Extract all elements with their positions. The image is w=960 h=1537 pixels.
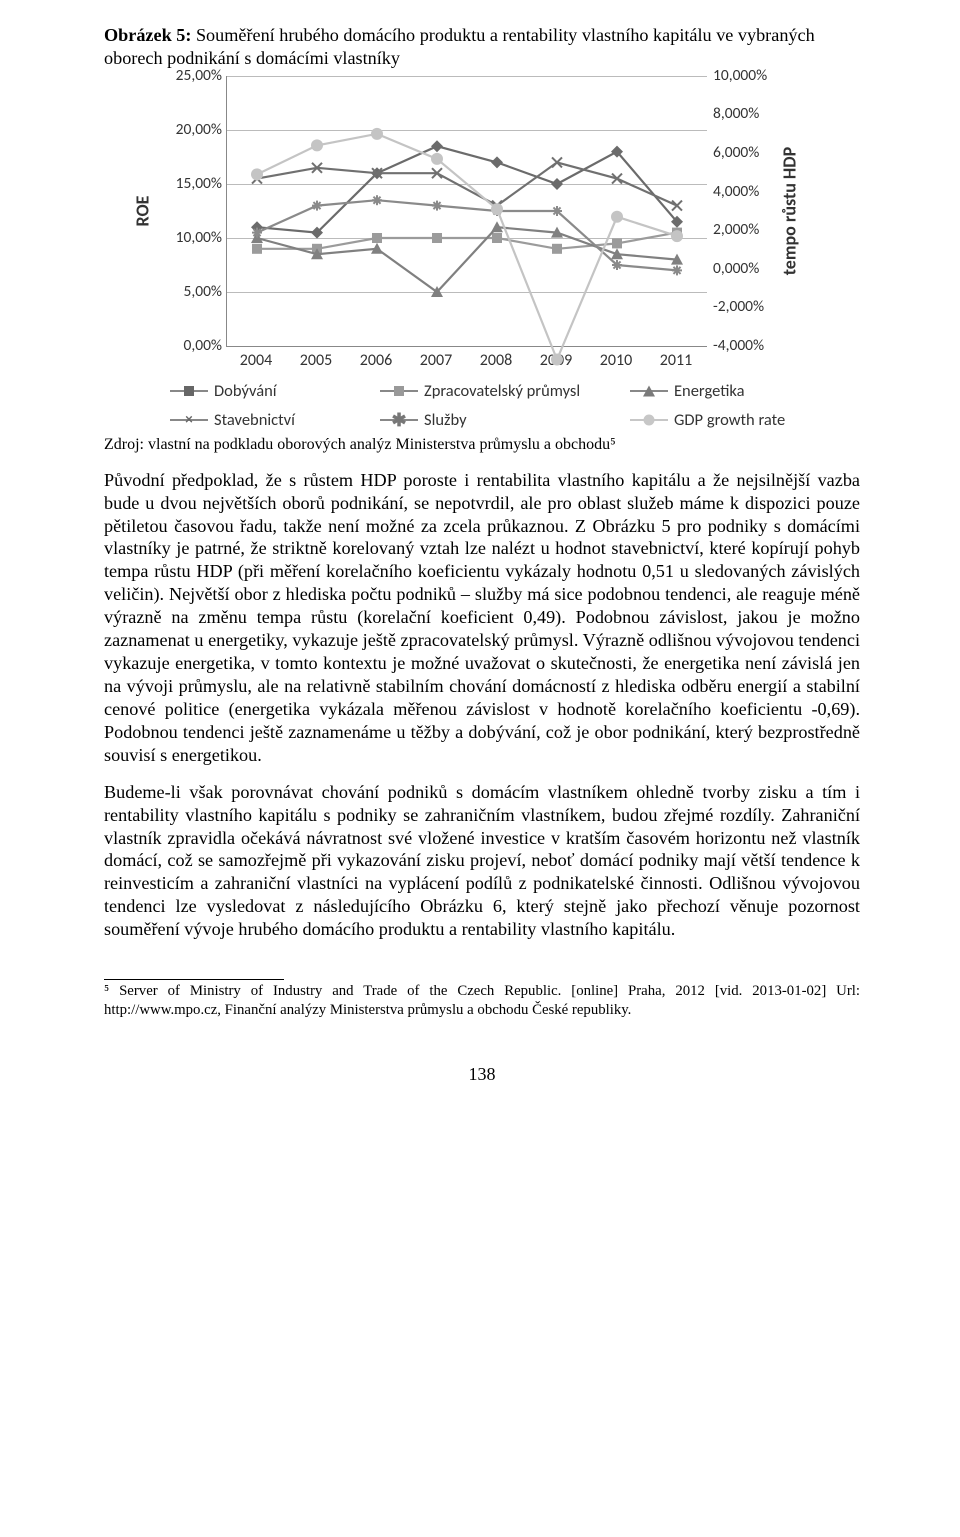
- legend-item: Energetika: [630, 381, 820, 402]
- body-paragraph-1: Původní předpoklad, že s růstem HDP poro…: [104, 469, 860, 767]
- legend-label: Dobývání: [214, 381, 277, 402]
- legend-item: GDP growth rate: [630, 410, 820, 431]
- roe-gdp-chart: ROE 0,00%5,00%10,00%15,00%20,00%25,00% -…: [130, 76, 830, 431]
- legend-item: ✱Služby: [380, 410, 630, 431]
- body-paragraph-2: Budeme-li však porovnávat chování podnik…: [104, 781, 860, 941]
- figure-source: Zdroj: vlastní na podkladu oborových ana…: [104, 435, 860, 455]
- footnote-rule: [104, 979, 284, 980]
- figure-label: Obrázek 5:: [104, 25, 191, 45]
- legend-item: Zpracovatelský průmysl: [380, 381, 630, 402]
- figure-caption-text: Souměření hrubého domácího produktu a re…: [104, 25, 815, 68]
- figure-caption: Obrázek 5: Souměření hrubého domácího pr…: [104, 24, 860, 70]
- legend-item: ×Stavebnictví: [170, 410, 380, 431]
- y-axis-right-ticks: -4,000%-2,000%0,000%2,000%4,000%6,000%8,…: [707, 76, 777, 347]
- legend-label: Zpracovatelský průmysl: [424, 381, 580, 402]
- page-number: 138: [104, 1063, 860, 1086]
- footnote: ⁵ Server of Ministry of Industry and Tra…: [104, 982, 860, 1019]
- legend-item: Dobývání: [170, 381, 380, 402]
- y-axis-left-label: ROE: [130, 76, 156, 347]
- legend-label: GDP growth rate: [674, 410, 785, 431]
- y-axis-right-label: tempo růstu HDP: [777, 76, 803, 347]
- chart-legend: Dobývání Zpracovatelský průmysl Energetika…: [170, 381, 830, 431]
- legend-label: Energetika: [674, 381, 745, 402]
- chart-plot-area: [226, 76, 707, 347]
- y-axis-left-ticks: 0,00%5,00%10,00%15,00%20,00%25,00%: [156, 76, 226, 347]
- x-axis-labels: 20042005200620072008200920102011: [226, 351, 706, 371]
- legend-label: Stavebnictví: [214, 410, 295, 431]
- legend-label: Služby: [424, 410, 467, 431]
